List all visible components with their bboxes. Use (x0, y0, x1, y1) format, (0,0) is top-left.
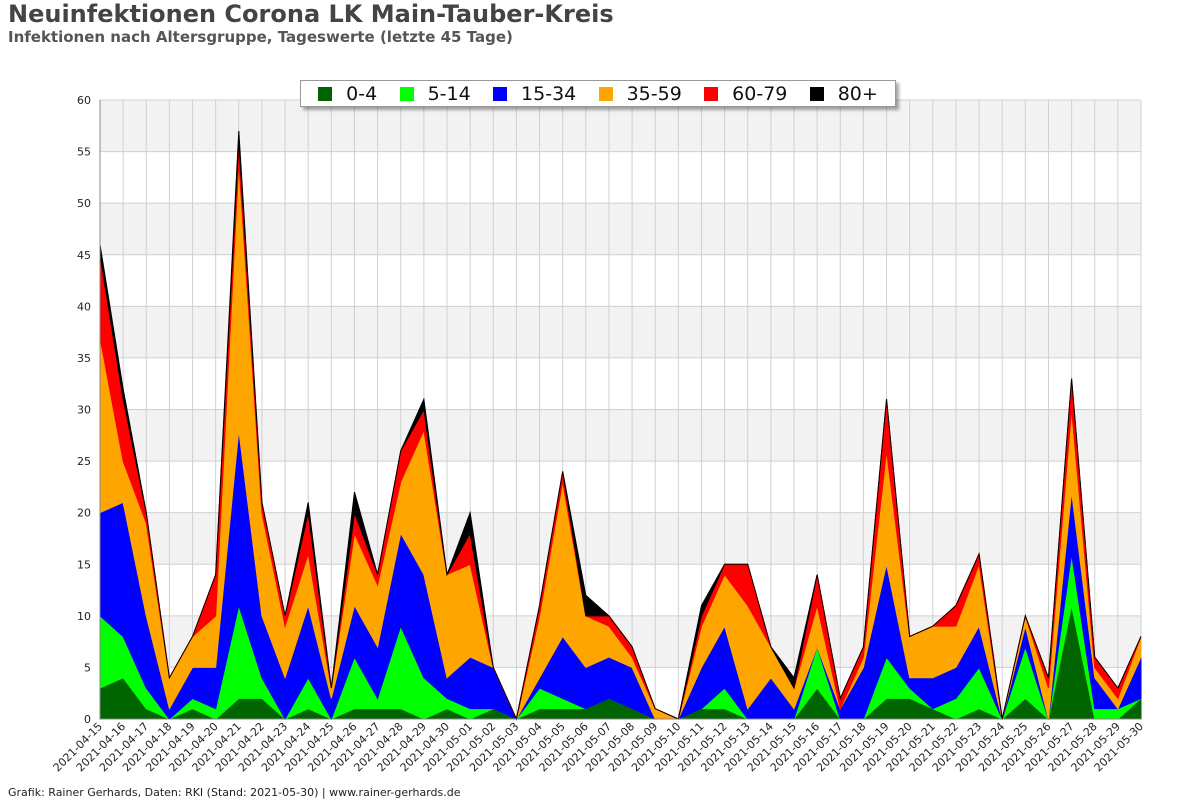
series-area-80+ (99, 130, 1142, 721)
grid-band (100, 461, 1141, 513)
legend-item-80plus: 80+ (809, 82, 878, 105)
legend-swatch (598, 86, 613, 101)
grid-band (100, 203, 1141, 255)
y-tick-label: 35 (77, 352, 91, 365)
legend: 0-4 5-14 15-34 35-59 60-79 80+ (300, 80, 896, 107)
y-tick-label: 0 (84, 713, 91, 726)
legend-swatch (399, 86, 414, 101)
legend-item-5-14: 5-14 (399, 82, 471, 105)
chart-footer: Grafik: Rainer Gerhards, Daten: RKI (Sta… (8, 786, 461, 799)
y-tick-label: 30 (77, 404, 91, 417)
y-tick-label: 50 (77, 197, 91, 210)
legend-item-60-79: 60-79 (704, 83, 787, 105)
legend-swatch (318, 86, 333, 101)
legend-label: 5-14 (427, 82, 471, 105)
y-tick-label: 20 (77, 507, 91, 520)
grid-band (100, 306, 1141, 358)
y-tick-label: 25 (77, 455, 91, 468)
grid-band (100, 254, 1141, 307)
legend-swatch (809, 86, 824, 101)
y-tick-label: 15 (77, 558, 91, 571)
grid-band (100, 357, 1141, 410)
grid-band (100, 512, 1141, 565)
legend-item-15-34: 15-34 (493, 83, 576, 105)
legend-label: 35-59 (626, 82, 682, 105)
grid-band (100, 100, 1141, 152)
legend-label: 0-4 (346, 82, 378, 105)
chart-title: Neuinfektionen Corona LK Main-Tauber-Kre… (8, 0, 614, 28)
legend-label: 80+ (837, 82, 878, 105)
legend-swatch (493, 86, 508, 101)
grid-band (100, 409, 1141, 462)
y-tick-label: 5 (84, 661, 91, 674)
y-tick-label: 45 (77, 249, 91, 262)
legend-item-35-59: 35-59 (598, 82, 682, 105)
y-tick-label: 55 (77, 146, 91, 159)
grid-band (100, 151, 1141, 204)
legend-item-0-4: 0-4 (318, 83, 377, 105)
y-tick-label: 40 (77, 300, 91, 313)
y-tick-label: 10 (77, 610, 91, 623)
chart-subtitle: Infektionen nach Altersgruppe, Tageswert… (8, 28, 513, 46)
y-tick-label: 60 (77, 94, 91, 107)
legend-label: 15-34 (521, 82, 577, 105)
legend-label: 60-79 (732, 82, 788, 105)
legend-swatch (704, 86, 719, 101)
